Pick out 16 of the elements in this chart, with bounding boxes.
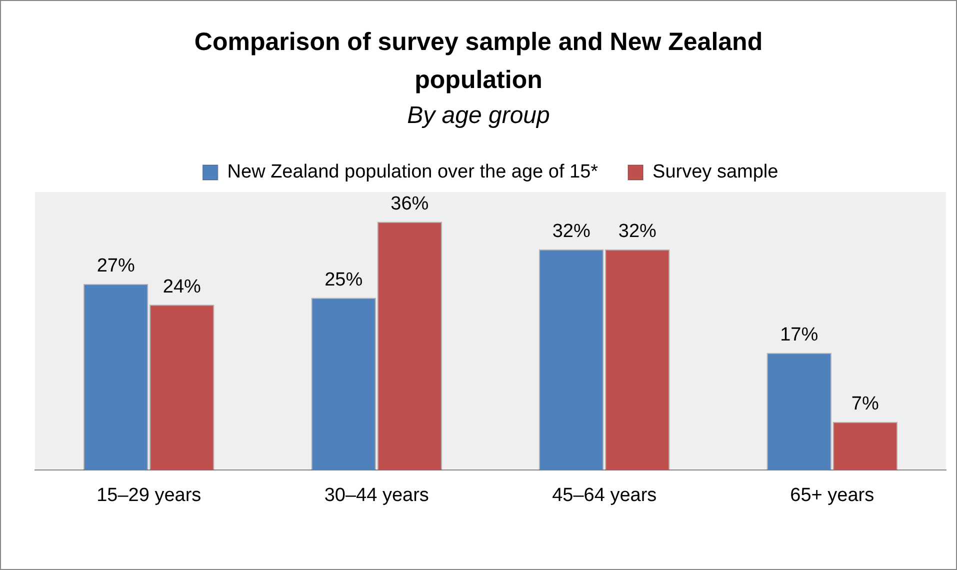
data-label: 24%: [162, 276, 202, 298]
chart-title: Comparison of survey sample and New Zealand population: [193, 27, 764, 96]
x-tick-label: 15–29 years: [96, 484, 202, 506]
data-label: 32%: [552, 221, 590, 242]
data-label: 25%: [324, 269, 363, 290]
legend-label: New Zealand population over the age of 15*: [227, 162, 599, 183]
legend-label: Survey sample: [652, 162, 778, 183]
chart-subtitle: By age group: [406, 101, 551, 131]
data-label: 36%: [390, 194, 429, 215]
x-tick-label: 30–44 years: [324, 484, 429, 506]
data-label: 27%: [96, 256, 135, 277]
data-label: 7%: [851, 394, 879, 415]
x-tick-label: 65+ years: [790, 484, 874, 506]
x-tick-label: 45–64 years: [552, 484, 657, 506]
data-label: 32%: [618, 221, 657, 242]
data-label: 17%: [780, 324, 818, 346]
